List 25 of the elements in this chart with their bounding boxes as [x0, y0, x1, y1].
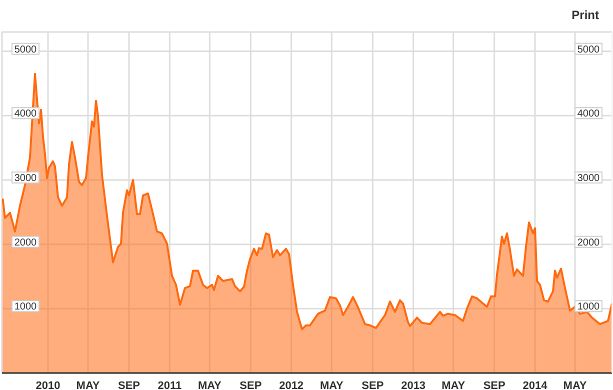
x-tick-label: SEP: [483, 380, 506, 390]
x-tick-label: 2011: [158, 380, 182, 390]
y-tick-label: 2000: [14, 237, 38, 248]
x-tick-label: 2010: [36, 380, 60, 390]
x-tick-label: 2012: [279, 380, 304, 390]
x-tick-label: SEP: [362, 380, 384, 390]
y2-tick-label: 1000: [577, 302, 600, 313]
x-tick-label: MAY: [198, 380, 222, 390]
x-tick-label: SEP: [118, 380, 140, 390]
y-tick-label: 1000: [14, 302, 38, 313]
y-tick-label: 3000: [14, 172, 38, 184]
y-tick-label: 4000: [14, 108, 38, 120]
x-tick-label: 2013: [401, 380, 426, 390]
x-tick-label: MAY: [320, 380, 344, 390]
x-tick-label: SEP: [240, 380, 262, 390]
y2-tick-label: 2000: [577, 237, 600, 248]
text: Print: [572, 8, 599, 22]
y2-tick-label: 5000: [577, 44, 600, 56]
x-tick-label: MAY: [442, 380, 466, 390]
y-tick-label: 5000: [14, 44, 38, 56]
x-tick-label: MAY: [563, 380, 588, 390]
x-tick-label: MAY: [76, 380, 100, 390]
x-tick-label: 2014: [522, 380, 548, 390]
y2-tick-label: 4000: [577, 108, 600, 120]
y2-tick-label: 3000: [577, 172, 600, 184]
